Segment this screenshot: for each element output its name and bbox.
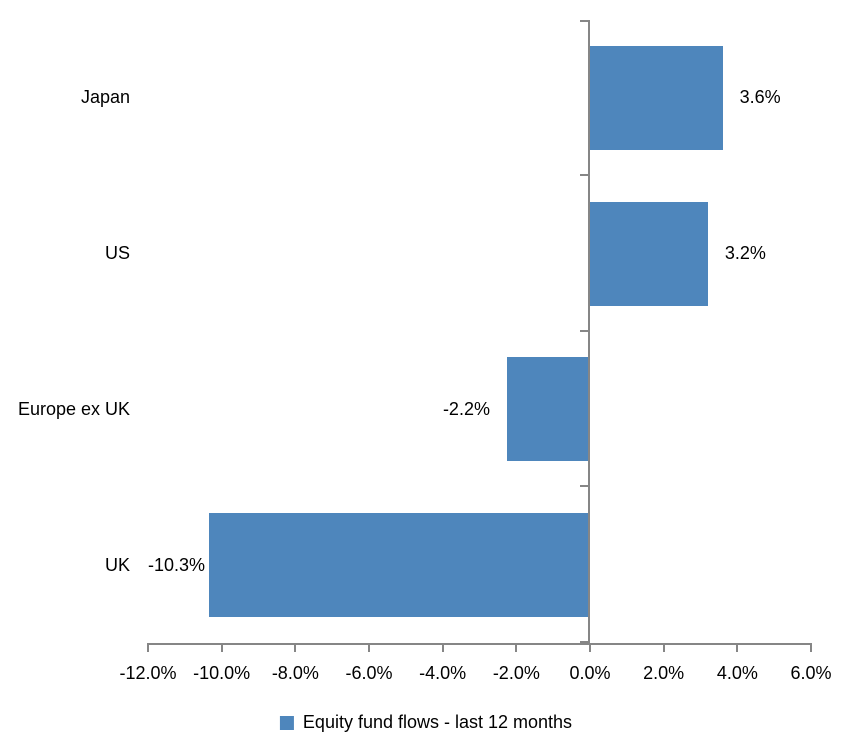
bar-us (590, 201, 708, 306)
x-axis-tick (589, 645, 591, 652)
x-tick-label: -4.0% (419, 663, 467, 683)
legend-square-icon (279, 715, 294, 730)
x-axis-tick (810, 645, 812, 652)
category-label-uk: UK (104, 554, 130, 575)
x-tick-label: -8.0% (271, 663, 319, 683)
data-label-us: 3.2% (724, 243, 766, 264)
x-axis-tick (736, 645, 739, 652)
x-axis-tick (220, 645, 223, 652)
category-label-us: US (104, 243, 130, 264)
x-axis-tick (294, 645, 297, 652)
x-tick-label: -6.0% (345, 663, 393, 683)
x-axis-tick (368, 645, 370, 652)
data-label-japan: 3.6% (739, 87, 781, 108)
y-axis-tick (580, 174, 588, 176)
x-axis-line (147, 643, 812, 645)
bar-europe-ex-uk (506, 357, 588, 462)
x-tick-label: -12.0% (119, 663, 177, 683)
bar-japan (590, 45, 723, 150)
data-label-europe-ex-uk: -2.2% (442, 398, 490, 419)
x-tick-label: -2.0% (492, 663, 540, 683)
x-tick-label: 2.0% (643, 663, 685, 683)
x-axis-tick (662, 645, 665, 652)
data-label-uk: -10.3% (148, 554, 206, 575)
legend-label: Equity fund flows - last 12 months (302, 712, 573, 732)
y-axis-tick (580, 485, 588, 487)
y-axis-zero-line (588, 20, 590, 643)
x-tick-label: -10.0% (193, 663, 251, 683)
y-axis-tick (580, 330, 588, 332)
x-axis-tick (441, 645, 444, 652)
y-axis-tick (580, 641, 588, 643)
x-tick-label: 4.0% (716, 663, 758, 683)
legend: Equity fund flows - last 12 months (279, 712, 573, 733)
category-label-europe-ex-uk: Europe ex UK (17, 398, 130, 419)
bar-uk (208, 513, 588, 618)
category-label-japan: Japan (80, 87, 130, 108)
x-tick-label: 6.0% (790, 663, 832, 683)
x-tick-label: 0.0% (569, 663, 611, 683)
y-axis-tick (580, 20, 588, 22)
x-axis-tick (147, 645, 149, 652)
x-axis-tick (515, 645, 518, 652)
